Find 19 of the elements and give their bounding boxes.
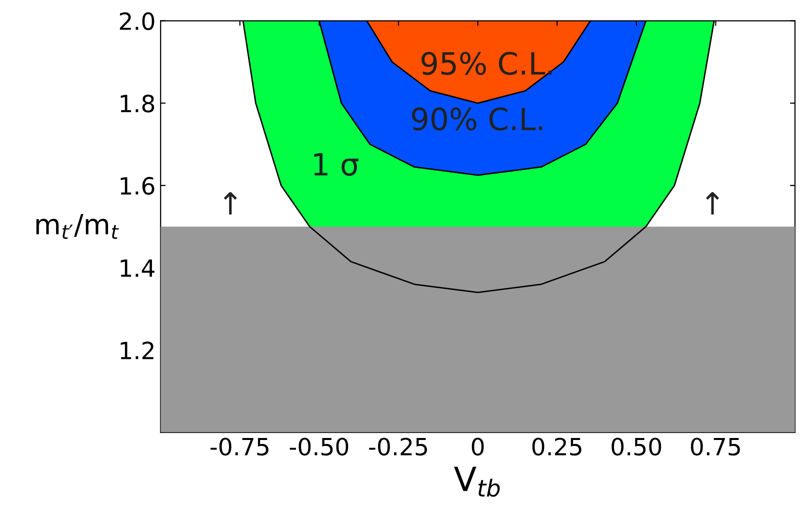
- y-tick-label: 1.8: [120, 94, 154, 112]
- annotation: ↑: [224, 192, 237, 214]
- x-tick-label: 0.75: [690, 438, 740, 456]
- y-tick-label: 1.2: [120, 342, 154, 360]
- x-tick-label: 0: [472, 438, 484, 456]
- x-tick-label: -0.75: [210, 438, 268, 456]
- x-tick-label: 0.25: [532, 438, 582, 456]
- annotation: 1 σ: [314, 153, 358, 176]
- y-tick-label: 1.6: [120, 176, 154, 195]
- x-tick-label: 0.50: [612, 438, 662, 456]
- y-tick-label: 2.0: [120, 12, 154, 30]
- annotation: 90% C.L.: [412, 107, 542, 131]
- x-tick-label: -0.50: [290, 438, 348, 456]
- annotation: ↑: [706, 192, 720, 214]
- y-axis-title: m$_{t′}$/m$_{t}$: [36, 214, 119, 239]
- annotation: 95% C.L.: [422, 52, 552, 75]
- x-tick-label: -0.25: [369, 438, 427, 456]
- x-axis-title: V$_{tb}$: [454, 466, 500, 497]
- y-tick-label: 1.4: [120, 260, 154, 277]
